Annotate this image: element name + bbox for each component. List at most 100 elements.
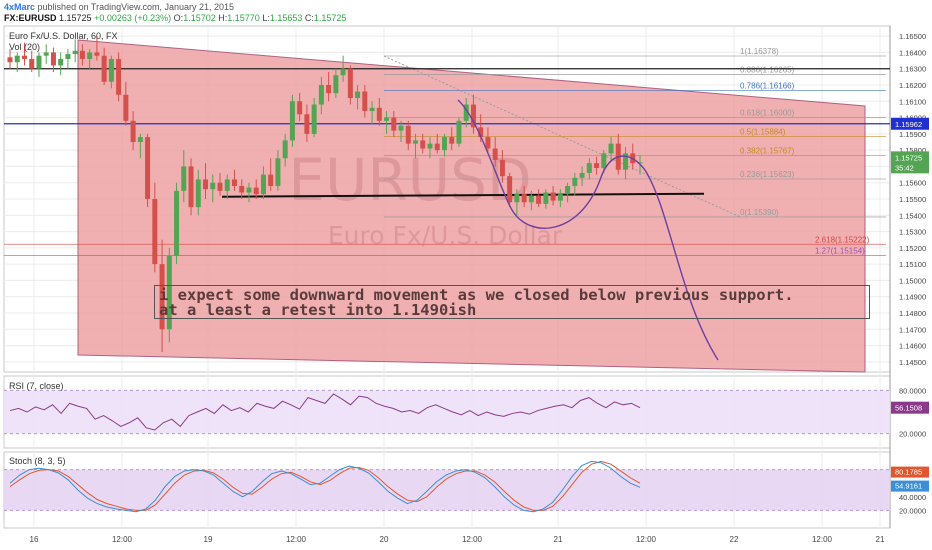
candle-body [586,163,592,173]
candle-body [239,185,245,193]
candle-body [101,55,107,82]
candle-body [594,163,600,169]
price-tick-label: 1.15500 [899,195,926,204]
time-tick-label: 16 [30,535,39,544]
trade-annotation[interactable]: i expect some downward movement as we cl… [154,285,870,319]
candle-body [492,148,498,160]
chart-title: Euro Fx/U.S. Dollar, 60, FX [9,31,118,41]
candle-body [72,50,78,55]
candle-body [347,68,353,99]
fib-label: 0.886(1.16265) [740,65,795,74]
stoch-d-badge [891,466,929,478]
candle-body [152,199,158,265]
volume-label: Vol (20) [9,42,41,52]
price-tick-label: 1.16500 [899,32,926,41]
candle-body [413,140,419,144]
candle-body [572,177,578,186]
fib-label: 0.786(1.16166) [740,82,795,91]
candle-body [94,52,100,56]
fib-label: 0(1.15390) [740,208,779,217]
candle-body [340,68,346,76]
candle-body [108,58,114,82]
candle-body [557,194,563,201]
rsi-tick: 20.0000 [899,430,926,439]
rsi-badge-text: 56.1508 [895,404,922,413]
candle-body [79,50,85,59]
candle-body [449,137,455,144]
blue-line-badge [891,117,929,130]
candle-body [528,195,534,203]
rsi-label: RSI (7, close) [9,381,64,391]
price-tick-label: 1.15300 [899,228,926,237]
price-tick-label: 1.15800 [899,146,926,155]
time-tick-label: 12:00 [636,535,657,544]
candle-body [463,104,469,121]
candle-body [268,174,274,186]
candle-body [333,75,339,94]
candle-body [637,162,643,164]
candle-body [289,101,295,141]
high-label: H: [218,13,228,23]
candle-body [601,153,607,169]
candle-body [7,57,13,63]
symbol-line: FX:EURUSD 1.15725 +0.00263 (+0.23%) O:1.… [4,12,346,24]
candle-body [21,55,27,59]
candle-body [58,58,64,66]
stoch-d-line [9,460,641,511]
candle-body [369,107,375,112]
stoch-k-badge-text: 54.9161 [895,482,922,491]
last-price-badge-text: 1.15725 [895,153,922,162]
candle-body [253,187,259,195]
candle-body [318,85,324,105]
candle-body [181,166,187,191]
stoch-k-badge [891,480,929,492]
annotation-line-1: i expect some downward movement as we cl… [159,286,794,304]
stoch-label: Stoch (8, 3, 5) [9,456,66,466]
candle-body [434,143,440,151]
price-tick-label: 1.15100 [899,260,926,269]
price-tick-label: 1.14500 [899,358,926,367]
candle-body [231,179,237,186]
candle-body [246,187,252,193]
candle-body [398,125,404,131]
stoch-k-line [9,460,641,513]
fib-label: 0.618(1.16000) [740,109,795,118]
candle-body [420,140,426,149]
candle-body [384,117,390,121]
watermark-symbol: EURUSD [288,146,531,214]
candle-body [210,182,216,190]
candle-body [608,143,614,154]
candle-body [50,52,56,66]
candle-body [565,185,571,195]
candle-body [188,166,194,208]
candle-body [282,140,288,159]
publish-line: 4xMarc published on TradingView.com, Jan… [4,1,234,13]
published-text: published on TradingView.com, January 21… [37,2,235,12]
author-name[interactable]: 4xMarc [4,2,36,12]
price-tick-label: 1.14600 [899,342,926,351]
candle-body [391,117,397,131]
candle-body [521,194,527,203]
fib-label: 1.27(1.15154) [815,246,865,255]
descending-channel [77,39,866,373]
last-price: 1.15725 [59,13,92,23]
close-value: 1.15725 [313,13,347,23]
candle-body [174,190,180,256]
candle-body [203,179,209,190]
candle-body [130,120,136,142]
low-value: 1.15653 [269,13,303,23]
candle-body [87,52,93,59]
candle-body [217,182,223,191]
candle-body [166,256,172,330]
support-line [221,192,705,198]
rsi-band [4,390,890,434]
time-tick-label: 12:00 [812,535,833,544]
candle-body [311,104,317,134]
watermark-name: Euro Fx/U.S. Dollar [328,221,563,250]
candle-body [362,91,368,112]
candle-body [470,104,476,128]
candle-body [29,58,35,69]
candle-body [543,192,549,204]
price-tick-label: 1.15400 [899,211,926,220]
